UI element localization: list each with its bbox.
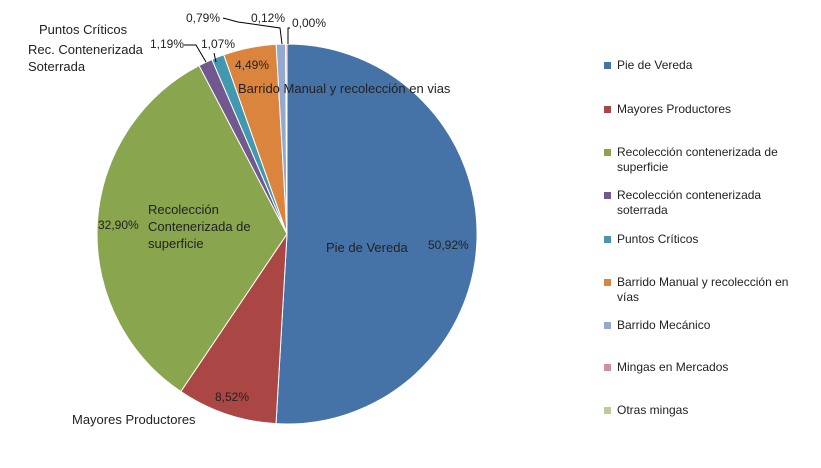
value-label-8: 0,12%: [251, 11, 285, 25]
value-labels: 50,92% 8,52% 32,90% 1,19% 1,07%4,49% 0,79% 0,1…: [98, 11, 469, 404]
legend-item-1: Pie de Vereda: [604, 58, 797, 73]
legend-item-7: Barrido Mecánico: [604, 318, 797, 333]
annotation-soterrada-2: Soterrada: [28, 59, 86, 74]
pie-slice-1: [275, 43, 478, 425]
value-label-1: 50,92%: [428, 238, 469, 252]
legend-swatch: [604, 279, 611, 286]
value-label-4: 1,19%: [150, 37, 184, 51]
value-label-3: 32,90%: [98, 218, 139, 232]
pie-slice-2: [180, 232, 288, 425]
legend-label: Recolección contenerizada soterrada: [617, 188, 762, 217]
legend-label: Mayores Productores: [617, 102, 732, 116]
value-label-5: 1,07%: [201, 37, 235, 51]
legend-item-8: Mingas en Mercados: [604, 360, 797, 375]
pie-slice-3: [96, 64, 288, 393]
legend-swatch: [604, 106, 611, 113]
category-annotations: Pie de Vereda Mayores Productores Recole…: [28, 22, 451, 427]
legend-swatch: [604, 236, 611, 243]
annotation-superficie-3: superficie: [148, 236, 204, 251]
leader-lines: [184, 17, 290, 63]
legend-item-3: Recolección contenerizada de superficie: [604, 145, 797, 175]
value-label-2: 8,52%: [215, 390, 249, 404]
legend-swatch: [604, 192, 611, 199]
legend-item-6: Barrido Manual y recolección en vías: [604, 275, 797, 305]
legend-swatch: [604, 322, 611, 329]
value-label-6: 4,49%: [235, 58, 269, 72]
legend-label: Mingas en Mercados: [617, 360, 729, 374]
legend-label: Barrido Manual y recolección en vías: [617, 275, 789, 304]
annotation-soterrada-1: Rec. Contenerizada: [28, 42, 144, 57]
legend-item-5: Puntos Críticos: [604, 232, 797, 247]
annotation-barrido-manual: Barrido Manual y recolección en vias: [238, 81, 451, 96]
value-label-9: 0,00%: [292, 16, 326, 30]
legend-label: Recolección contenerizada de superficie: [617, 145, 778, 174]
leader-line-9: [287, 27, 290, 44]
leader-line-4: [184, 44, 207, 63]
annotation-superficie-2: Contenerizada de: [148, 219, 251, 234]
legend-label: Barrido Mecánico: [617, 318, 711, 332]
pie-slices: [96, 43, 478, 425]
legend-swatch: [604, 62, 611, 69]
legend-label: Otras mingas: [617, 403, 689, 417]
legend-swatch: [604, 364, 611, 371]
legend-swatch: [604, 149, 611, 156]
leader-line-7: [222, 17, 283, 45]
legend-item-4: Recolección contenerizada soterrada: [604, 188, 797, 218]
annotation-mayores-productores: Mayores Productores: [72, 412, 196, 427]
value-label-7: 0,79%: [186, 11, 220, 25]
annotation-pie-de-vereda: Pie de Vereda: [326, 240, 408, 255]
annotation-puntos-criticos: Puntos Críticos: [39, 22, 128, 37]
legend-item-9: Otras mingas: [604, 403, 797, 418]
legend-item-2: Mayores Productores: [604, 102, 797, 117]
legend-swatch: [604, 407, 611, 414]
leader-line-5: [213, 52, 217, 63]
legend-label: Puntos Críticos: [617, 232, 699, 246]
annotation-superficie-1: Recolección: [148, 202, 219, 217]
legend-label: Pie de Vereda: [617, 58, 693, 72]
